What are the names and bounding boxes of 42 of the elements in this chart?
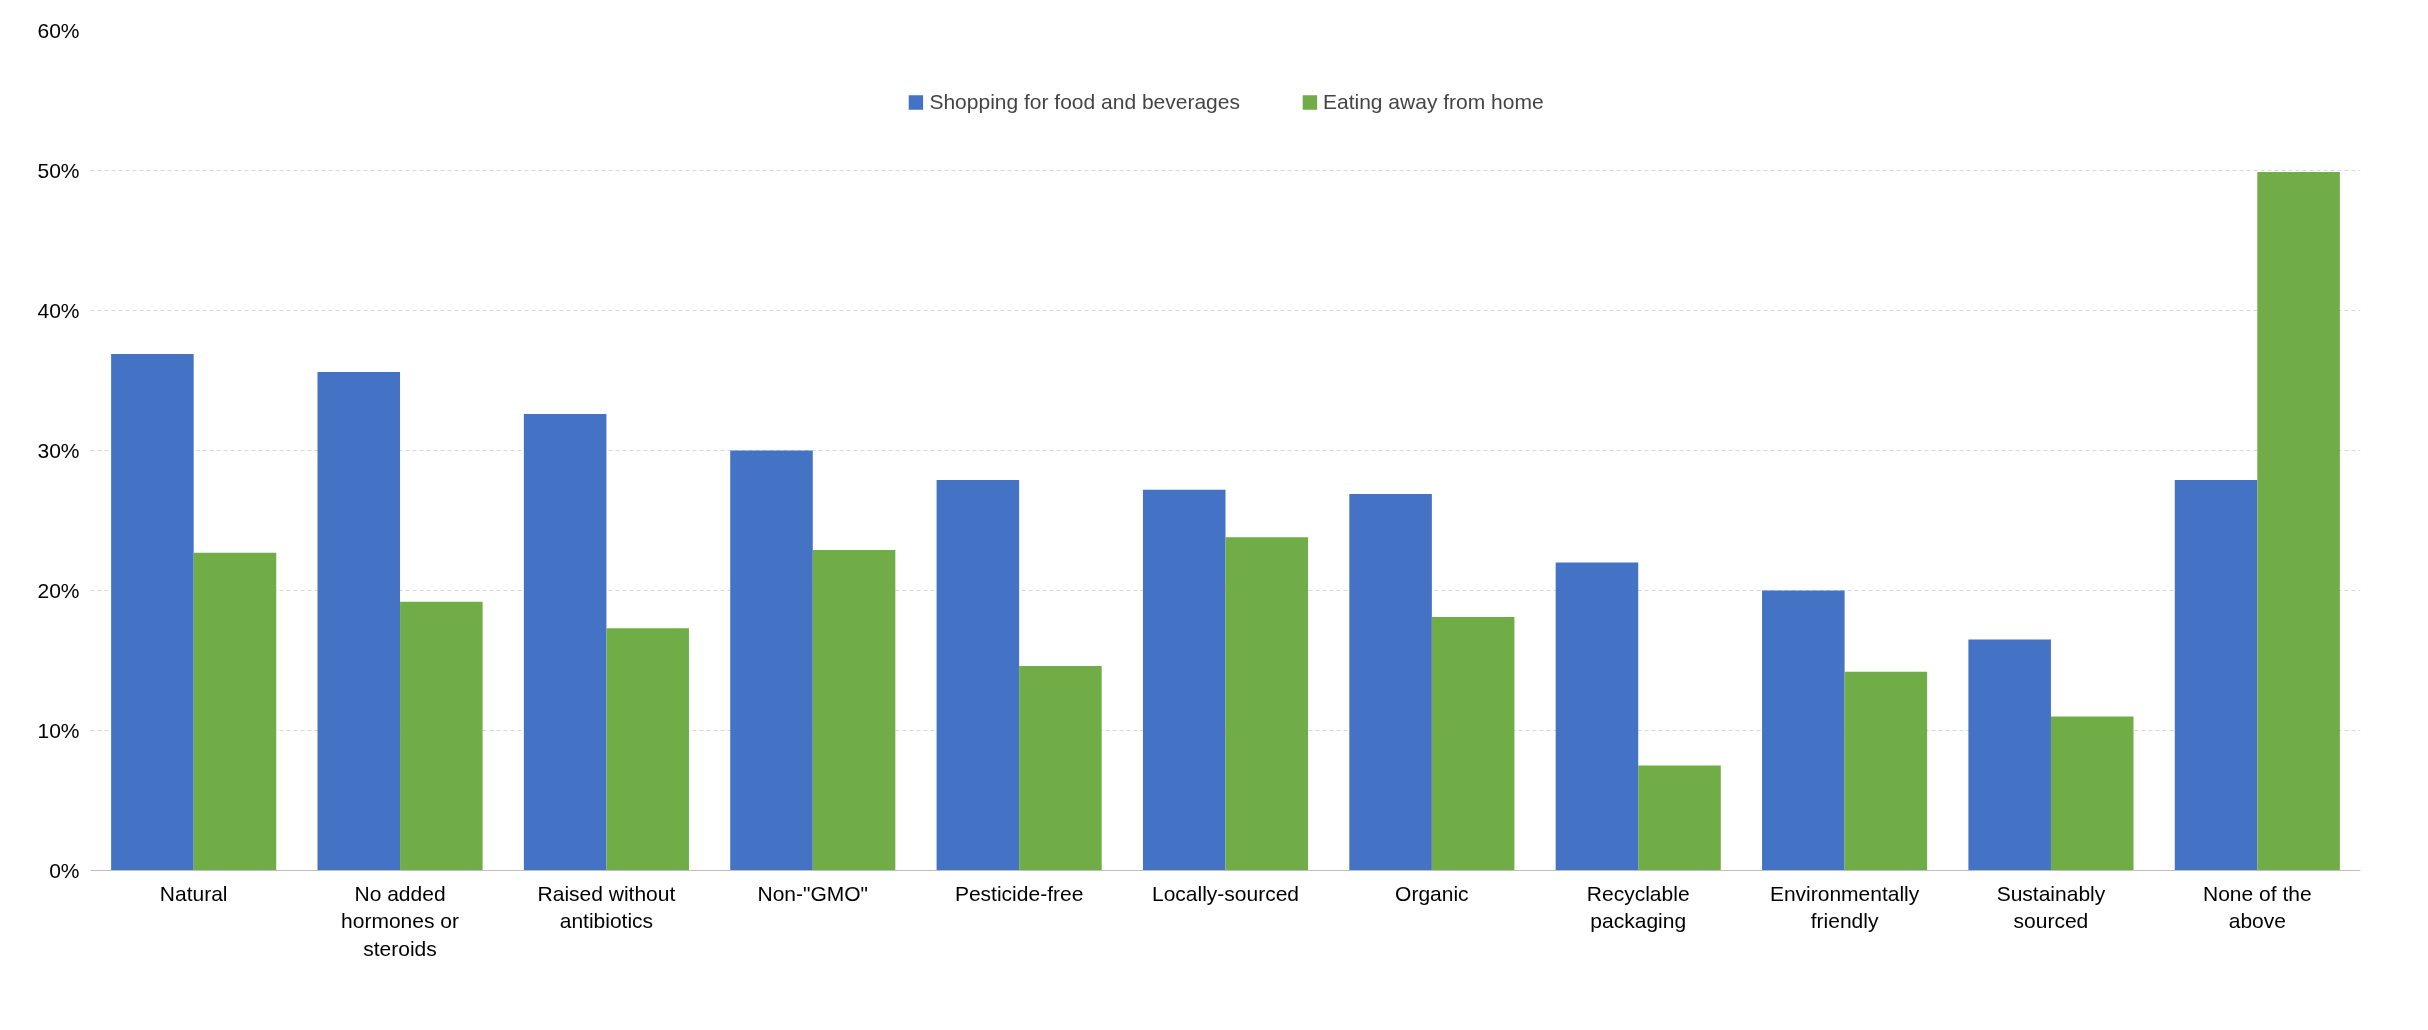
bar [1638, 765, 1721, 871]
x-tick-label: Pesticide-free [954, 881, 1084, 905]
bar [1844, 671, 1928, 871]
bar [1762, 590, 1845, 871]
x-tick-label: Recyclable packaging [1586, 881, 1690, 933]
y-tick-label: 50% [37, 159, 80, 182]
y-tick-label: 30% [37, 439, 80, 462]
bar [606, 628, 689, 871]
bar [730, 450, 813, 871]
y-tick-label: 20% [37, 579, 80, 602]
bar [1431, 617, 1515, 871]
y-tick-label: 10% [37, 719, 80, 742]
y-tick-label: 40% [37, 299, 80, 322]
bar [317, 372, 401, 871]
bar [1142, 489, 1226, 871]
x-tick-label: Locally-sourced [1151, 881, 1300, 905]
x-tick-label: Environmentally friendly [1769, 881, 1920, 933]
bar [1968, 639, 2051, 871]
x-tick-label: No added hormones or steroids [341, 881, 459, 960]
y-tick-label: 0% [49, 859, 80, 882]
bar [2050, 716, 2134, 871]
x-tick-label: Organic [1395, 881, 1469, 905]
y-tick-label: 60% [37, 19, 80, 42]
bar [1349, 493, 1432, 871]
legend-label: Eating away from home [1322, 90, 1544, 114]
x-tick-label: Natural [159, 881, 228, 905]
bar [523, 414, 607, 871]
bar [1225, 537, 1309, 871]
legend-label: Shopping for food and beverages [929, 90, 1240, 114]
x-tick-label: Raised without antibiotics [537, 881, 676, 933]
bar [2257, 171, 2340, 871]
bar [812, 549, 896, 871]
bar [2174, 479, 2258, 871]
bar [400, 601, 483, 871]
bar [936, 479, 1020, 871]
x-tick-label: Sustainably sourced [1996, 881, 2106, 933]
x-tick-label: None of the above [2203, 881, 2312, 933]
bar [1019, 666, 1102, 871]
bar [111, 353, 194, 871]
x-tick-label: Non-"GMO" [757, 881, 869, 905]
bar [193, 552, 277, 871]
bar [1555, 562, 1639, 871]
